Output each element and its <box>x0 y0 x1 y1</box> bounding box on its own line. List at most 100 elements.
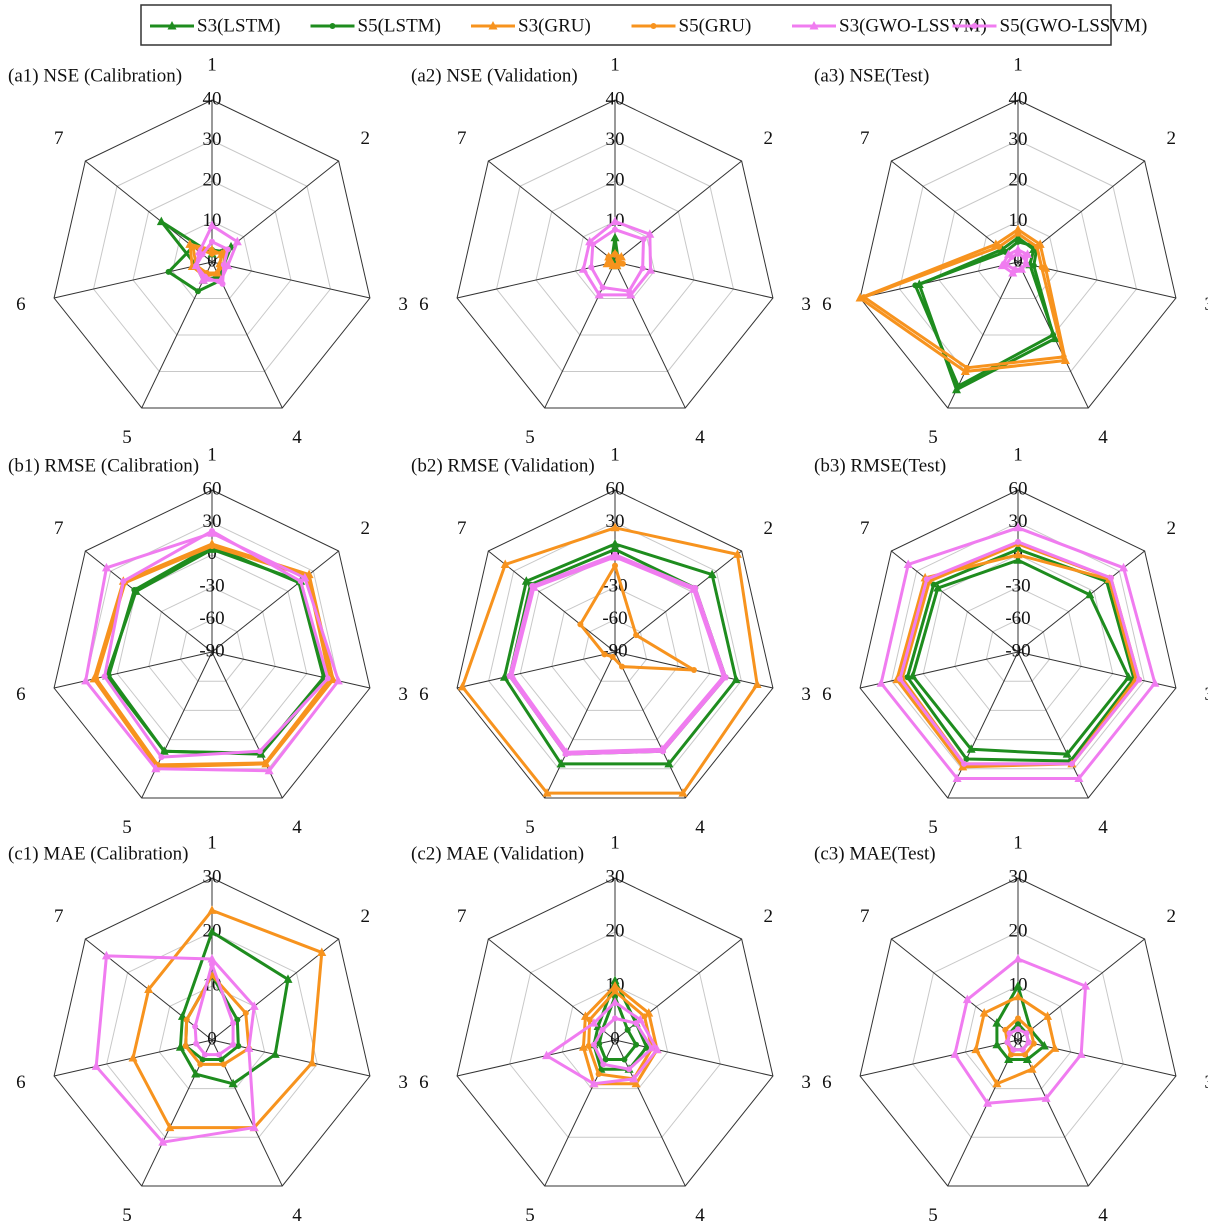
axis-label: 5 <box>928 1205 938 1222</box>
data-point <box>1015 538 1021 545</box>
series-line <box>545 1000 659 1086</box>
data-point <box>216 1051 223 1058</box>
data-point <box>955 383 962 390</box>
grid-ring <box>985 619 1051 682</box>
axis-label: 5 <box>525 1205 535 1222</box>
data-point <box>1022 1051 1029 1058</box>
axis-label: 7 <box>54 128 64 149</box>
data-point <box>101 950 111 960</box>
legend-label: S3(GRU) <box>518 15 591 36</box>
legend-marker <box>329 23 336 29</box>
radial-tick-label: 60 <box>606 478 625 499</box>
data-point <box>1004 1054 1014 1063</box>
data-point <box>1013 981 1023 990</box>
data-point <box>1008 253 1015 260</box>
data-point <box>1019 1046 1026 1053</box>
axis-label: 6 <box>16 1072 26 1093</box>
axis-label: 1 <box>1013 832 1023 853</box>
data-point <box>1010 1046 1017 1053</box>
legend-marker <box>971 23 978 29</box>
data-point <box>612 226 618 233</box>
data-point <box>144 984 154 993</box>
radial-tick-label: 0 <box>1013 250 1023 271</box>
data-point <box>1015 1020 1021 1027</box>
data-point <box>120 578 127 585</box>
grid-ring <box>456 99 774 409</box>
radial-tick-label: 0 <box>1013 1028 1023 1049</box>
data-point <box>621 1056 628 1063</box>
data-point <box>307 1057 317 1067</box>
grid-ring <box>859 99 1177 409</box>
spoke <box>614 1039 686 1187</box>
chart-title: (b1) RMSE (Calibration) <box>8 455 199 476</box>
data-point <box>232 236 242 246</box>
series-line <box>879 526 1157 780</box>
data-point <box>1003 261 1010 268</box>
radial-tick-label: 20 <box>1009 920 1028 941</box>
data-point <box>249 1122 259 1132</box>
axis-label: 3 <box>801 684 811 705</box>
grid-ring <box>148 586 276 711</box>
data-point <box>1068 760 1075 767</box>
data-point <box>1107 574 1114 581</box>
data-point <box>207 244 217 254</box>
data-point <box>595 1071 602 1078</box>
data-point <box>861 294 868 301</box>
data-point <box>609 653 616 660</box>
spoke <box>614 261 774 299</box>
data-point <box>101 562 111 572</box>
series-line <box>94 954 256 1144</box>
data-point <box>201 273 208 280</box>
data-point <box>317 947 327 956</box>
axis-label: 3 <box>1204 684 1208 705</box>
data-point <box>601 651 608 658</box>
axis-label: 5 <box>122 427 132 448</box>
data-point <box>678 788 688 797</box>
data-point <box>610 539 620 548</box>
radial-tick-label: 40 <box>1009 88 1028 109</box>
grid-ring <box>899 139 1137 372</box>
data-point <box>1050 333 1060 343</box>
data-point <box>612 562 618 569</box>
data-point <box>594 289 604 299</box>
data-point <box>1023 1030 1030 1037</box>
grid-ring <box>456 877 774 1187</box>
radial-tick-label: 60 <box>203 478 222 499</box>
spoke <box>947 651 1019 799</box>
axis-label: 1 <box>1013 54 1023 75</box>
radial-tick-label: -30 <box>199 576 224 597</box>
spoke <box>211 651 283 799</box>
data-point <box>220 1061 227 1068</box>
data-point <box>690 667 697 674</box>
data-point <box>619 260 626 267</box>
series-line <box>858 228 1067 373</box>
axis-label: 1 <box>610 444 620 465</box>
data-point <box>1013 549 1023 559</box>
data-point <box>923 576 930 583</box>
data-point <box>596 1040 603 1047</box>
series-line <box>862 232 1066 370</box>
axis-label: 5 <box>928 427 938 448</box>
axis-label: 2 <box>360 128 370 149</box>
data-point <box>645 229 655 238</box>
radial-tick-label: -30 <box>1005 576 1030 597</box>
spoke <box>211 261 371 299</box>
radial-tick-label: 10 <box>203 210 222 231</box>
data-point <box>707 569 717 579</box>
radial-tick-label: 0 <box>610 1028 620 1049</box>
chart-title: (a1) NSE (Calibration) <box>8 65 182 86</box>
data-point <box>1013 232 1023 242</box>
grid-ring <box>519 554 711 741</box>
data-point <box>207 220 217 230</box>
axis-label: 4 <box>1098 1205 1108 1222</box>
data-point <box>1013 954 1023 963</box>
data-point <box>91 1061 101 1070</box>
data-point <box>1015 238 1021 245</box>
data-point <box>992 1018 1002 1027</box>
data-point <box>199 1056 206 1063</box>
data-point <box>1039 1041 1049 1050</box>
spoke <box>141 651 213 799</box>
axis-label: 4 <box>292 427 302 448</box>
series-line <box>578 564 696 672</box>
axis-label: 2 <box>763 518 773 539</box>
